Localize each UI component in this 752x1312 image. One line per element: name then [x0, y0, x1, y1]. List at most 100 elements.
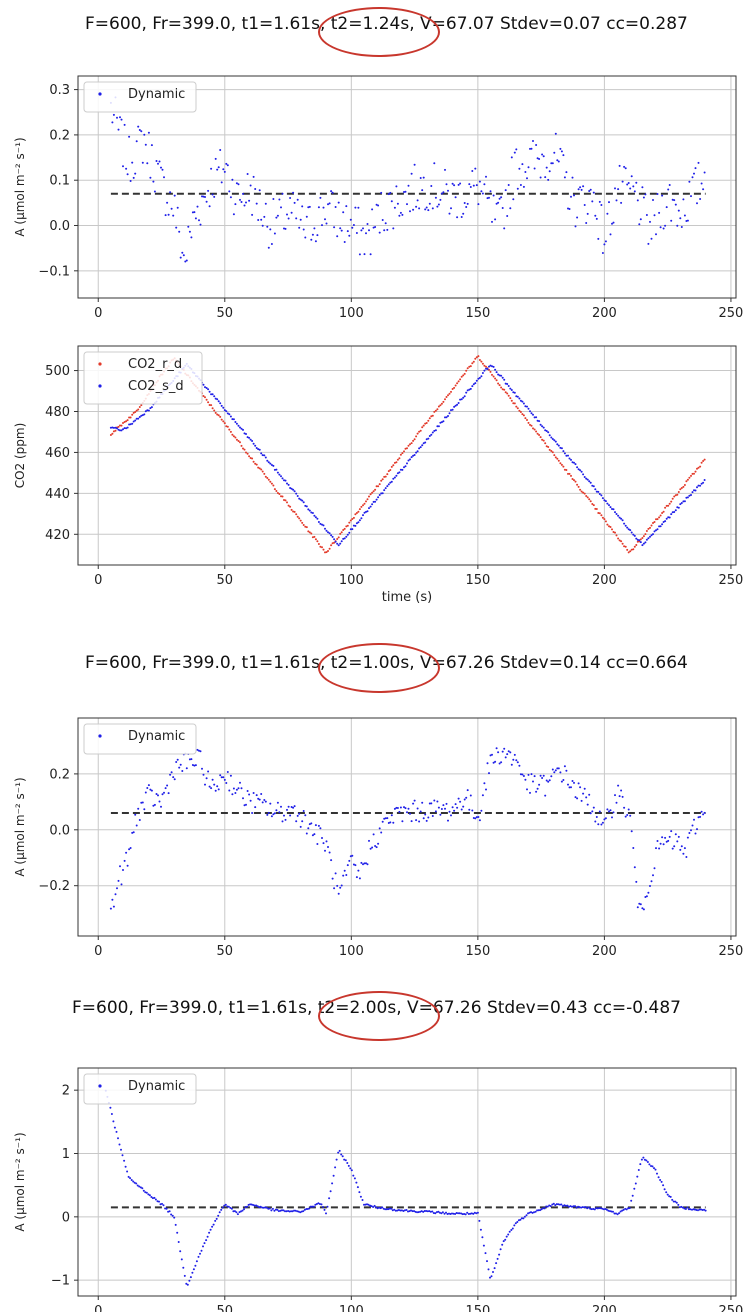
data-point [577, 188, 580, 191]
data-point [392, 477, 395, 480]
data-point [434, 196, 437, 199]
data-point [150, 789, 153, 792]
data-point [313, 227, 316, 230]
data-point [451, 182, 454, 185]
data-point [612, 508, 615, 511]
data-point [685, 220, 688, 222]
data-point [453, 809, 456, 812]
data-point [201, 767, 203, 770]
data-point [269, 480, 272, 483]
data-point [514, 1222, 517, 1225]
data-point [676, 506, 679, 509]
data-point [173, 1216, 176, 1219]
data-point [424, 422, 427, 425]
data-point [607, 1209, 610, 1212]
data-point [673, 495, 676, 498]
data-point [700, 461, 703, 464]
data-point [123, 421, 126, 423]
data-point [255, 794, 258, 797]
data-point [374, 488, 377, 491]
data-point [560, 150, 563, 153]
data-point [418, 207, 421, 210]
data-point [700, 482, 703, 485]
data-point [321, 224, 323, 227]
data-point [498, 762, 501, 765]
data-point [632, 847, 635, 849]
data-point [264, 456, 267, 459]
data-point [177, 1241, 180, 1243]
data-point [273, 1209, 276, 1212]
data-point [494, 377, 497, 380]
data-point [119, 865, 121, 868]
data-point [507, 1233, 510, 1236]
data-point [179, 1250, 182, 1253]
data-point [452, 1212, 455, 1215]
data-point [334, 540, 337, 543]
data-point [595, 217, 598, 220]
data-point [597, 823, 600, 826]
data-point [137, 807, 140, 810]
data-point [431, 815, 434, 817]
data-point [585, 477, 588, 480]
data-point [128, 423, 131, 426]
data-point [694, 489, 697, 492]
data-point [226, 412, 229, 415]
data-point [539, 1209, 542, 1212]
data-point [418, 430, 421, 433]
data-point [592, 806, 595, 809]
data-point [138, 1185, 141, 1188]
data-point [586, 803, 589, 806]
data-point [679, 848, 682, 851]
data-point [261, 224, 264, 227]
data-point [691, 824, 694, 827]
data-point [545, 1205, 548, 1208]
data-point [220, 418, 223, 421]
data-point [501, 376, 504, 379]
data-point [412, 439, 415, 442]
data-point [344, 1159, 347, 1162]
data-point [629, 550, 632, 553]
data-point [619, 1210, 622, 1213]
data-point [427, 437, 430, 440]
data-point [369, 847, 372, 850]
data-point [434, 429, 437, 432]
data-point [305, 832, 308, 835]
data-point [155, 160, 158, 162]
data-point [460, 398, 463, 401]
y-tick-label: 0 [62, 1210, 70, 1225]
x-tick-label: 50 [217, 573, 234, 588]
data-point [557, 1203, 560, 1206]
data-point [114, 426, 117, 429]
data-point [651, 1165, 654, 1168]
data-point [551, 162, 554, 165]
data-point [242, 797, 244, 800]
data-point [513, 753, 516, 756]
data-point [567, 783, 569, 786]
data-point [384, 817, 387, 820]
data-point [147, 784, 150, 787]
data-point [251, 440, 254, 442]
data-point [419, 177, 422, 179]
data-point [606, 808, 609, 811]
data-point [573, 194, 575, 197]
data-point [201, 195, 203, 198]
data-point [204, 396, 206, 399]
data-point [396, 472, 399, 475]
data-point [439, 813, 442, 816]
data-point [524, 405, 527, 408]
data-point [393, 1208, 396, 1211]
data-point [428, 417, 431, 420]
x-tick-label: 250 [719, 944, 744, 959]
data-point [472, 383, 475, 386]
data-point [457, 380, 460, 383]
data-point [163, 791, 165, 794]
data-point [122, 422, 124, 424]
data-point [131, 422, 134, 425]
x-tick-label: 200 [592, 1304, 617, 1312]
data-point [618, 164, 621, 167]
data-point [360, 517, 363, 520]
data-point [223, 409, 226, 412]
data-point [180, 1258, 183, 1261]
data-point [389, 469, 392, 471]
data-point [623, 806, 626, 809]
